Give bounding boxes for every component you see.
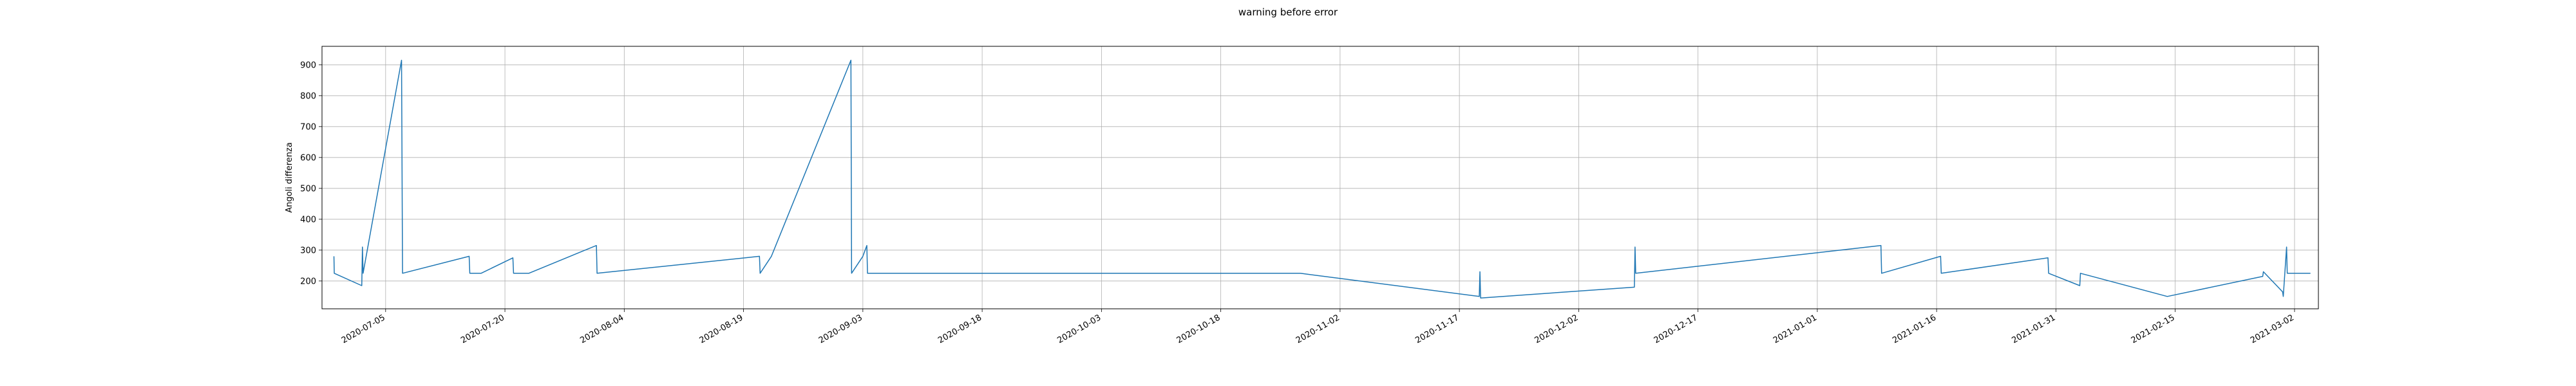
x-tick-label: 2020-10-18 <box>1175 313 1222 345</box>
x-tick-label: 2020-11-17 <box>1414 313 1461 345</box>
y-tick-label: 300 <box>300 246 316 255</box>
y-tick-label: 700 <box>300 122 316 132</box>
x-tick-label: 2021-02-15 <box>2130 313 2177 345</box>
x-tick-label: 2020-10-03 <box>1056 313 1103 345</box>
y-axis: 200 300 400 500 600 700 800 900 <box>300 60 322 286</box>
x-tick-label: 2020-09-18 <box>936 313 983 345</box>
x-tick-label: 2021-01-31 <box>2010 313 2057 345</box>
y-tick-label: 900 <box>300 60 316 70</box>
x-tick-label: 2020-11-02 <box>1294 313 1341 345</box>
x-tick-label: 2020-07-20 <box>459 313 506 345</box>
x-tick-label: 2020-07-05 <box>340 313 387 345</box>
x-tick-label: 2020-12-02 <box>1533 313 1580 345</box>
series-line-0 <box>333 59 2311 299</box>
x-tick-label: 2020-08-04 <box>578 313 625 345</box>
grid-layer <box>322 46 2318 309</box>
x-tick-label: 2020-12-17 <box>1653 313 1700 345</box>
plot-frame <box>321 46 2319 309</box>
x-tick-label: 2020-08-19 <box>698 313 745 345</box>
x-tick-label: 2020-09-03 <box>817 313 864 345</box>
chart-title: warning before error <box>1238 6 1338 18</box>
y-tick-label: 400 <box>300 215 316 225</box>
y-tick-label: 600 <box>300 153 316 163</box>
x-axis: 2020-07-05 2020-07-20 2020-08-04 2020-08-19… <box>340 309 2296 345</box>
y-tick-label: 200 <box>300 277 316 286</box>
y-axis-label: Angoli differenza <box>285 142 294 213</box>
x-tick-label: 2021-03-02 <box>2249 313 2296 345</box>
x-tick-label: 2021-01-01 <box>1772 313 1819 345</box>
y-tick-label: 500 <box>300 184 316 194</box>
series-layer <box>333 59 2311 299</box>
x-tick-label: 2021-01-16 <box>1891 313 1938 345</box>
y-tick-label: 800 <box>300 91 316 101</box>
